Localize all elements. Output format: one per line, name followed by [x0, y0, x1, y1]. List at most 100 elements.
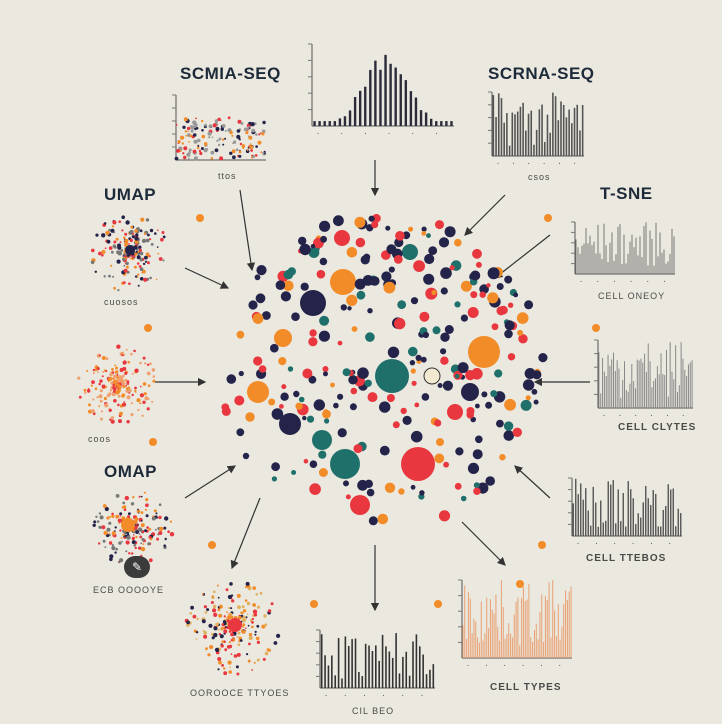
- svg-text:·: ·: [343, 692, 347, 700]
- cell-dot: [524, 368, 536, 379]
- scatter-point: [246, 601, 251, 606]
- scatter-point: [192, 133, 197, 137]
- axis-label-umap: cuosos: [104, 297, 139, 307]
- cell-dot: [504, 320, 515, 331]
- scatter-point: [135, 233, 139, 237]
- scatter-point: [122, 257, 126, 262]
- scatter-point: [143, 392, 147, 396]
- cell-dot: [236, 428, 245, 437]
- scatter-point: [136, 509, 141, 514]
- scatter-point: [218, 613, 223, 618]
- scatter-point: [133, 534, 135, 536]
- accent-dot-7: [310, 600, 318, 608]
- scatter-point: [104, 546, 107, 548]
- scatter-point: [192, 614, 197, 619]
- scatter-point: [127, 388, 132, 393]
- scatter-point: [255, 133, 258, 136]
- cell-dot: [221, 406, 231, 416]
- omap-core: [121, 518, 135, 532]
- scatter-point: [108, 246, 113, 251]
- scatter-point: [135, 535, 138, 539]
- scatter-point: [88, 403, 91, 407]
- scatter-point: [112, 421, 114, 424]
- scatter-point: [273, 641, 278, 645]
- scatter-point: [255, 145, 258, 148]
- scatter-point: [219, 156, 224, 161]
- scatter-point: [149, 362, 152, 366]
- cell-dot: [263, 314, 269, 320]
- scatter-point: [260, 151, 263, 154]
- scatter-point: [112, 383, 116, 387]
- scatter-point: [114, 364, 116, 367]
- scatter-point: [125, 348, 128, 351]
- cell-dot: [322, 366, 329, 372]
- cell-large-3: [468, 336, 500, 368]
- cell-dot: [520, 399, 532, 411]
- cell-dot: [356, 290, 366, 300]
- cell-dot: [291, 312, 300, 322]
- svg-text:·: ·: [363, 130, 367, 138]
- cell-dot: [287, 366, 294, 372]
- scatter-point: [131, 536, 135, 541]
- scatter-point: [223, 622, 227, 626]
- scatter-point: [254, 154, 258, 157]
- svg-text:·: ·: [362, 692, 366, 700]
- cell-dot: [434, 419, 442, 427]
- label-umap: UMAP: [104, 185, 157, 204]
- scatter-point: [122, 351, 124, 354]
- cell-dot: [368, 215, 375, 222]
- scatter-point: [218, 660, 222, 665]
- cell-dot: [355, 237, 366, 248]
- scatter-point: [183, 155, 187, 160]
- cell-dot: [485, 401, 493, 409]
- scatter-point: [86, 370, 89, 372]
- scatter-point: [228, 644, 233, 649]
- scatter-point: [262, 657, 266, 661]
- scatter-point: [138, 533, 141, 535]
- scatter-point: [228, 670, 232, 674]
- scatter-point: [125, 220, 130, 225]
- scatter-point: [239, 639, 243, 642]
- scatter-point: [90, 384, 93, 387]
- scatter-point: [127, 532, 130, 535]
- svg-text:·: ·: [542, 160, 546, 168]
- svg-text:·: ·: [503, 662, 507, 670]
- scatter-point: [92, 523, 96, 527]
- scatter-point: [201, 619, 206, 624]
- scatter-point: [148, 535, 152, 539]
- scatter-point: [111, 416, 114, 419]
- scatter-point: [209, 645, 214, 649]
- cell-dot: [316, 269, 326, 279]
- scatter-point: [174, 156, 179, 161]
- cell-dot: [494, 369, 503, 378]
- cell-dot: [490, 390, 498, 398]
- label-cell-clytes: CELL CLYTES: [618, 422, 697, 433]
- cell-dot: [318, 468, 328, 477]
- scatter-point: [146, 363, 150, 366]
- scatter-point: [96, 520, 100, 523]
- svg-text:·: ·: [612, 278, 616, 286]
- scatter-point: [197, 138, 201, 143]
- scatter-point: [261, 129, 266, 133]
- scatter-point: [134, 229, 138, 233]
- scatter-point: [164, 537, 167, 541]
- scatter-point: [98, 512, 102, 515]
- scatter-point: [251, 625, 254, 629]
- scatter-point: [132, 496, 135, 499]
- scatter-point: [252, 603, 256, 607]
- magic-wand-icon[interactable]: ✎: [124, 556, 150, 578]
- cell-dot: [479, 291, 486, 298]
- scatter-point: [117, 403, 120, 407]
- scatter-point: [90, 409, 95, 414]
- scatter-point: [87, 388, 90, 391]
- svg-text:·: ·: [511, 160, 515, 168]
- scatter-point: [148, 527, 152, 531]
- scatter-point: [134, 517, 139, 521]
- scatter-point: [124, 495, 129, 501]
- scatter-point: [98, 251, 102, 256]
- scatter-point: [111, 225, 115, 228]
- scatter-point: [150, 243, 154, 246]
- scatter-point: [252, 586, 256, 590]
- cell-large-12: [334, 230, 350, 246]
